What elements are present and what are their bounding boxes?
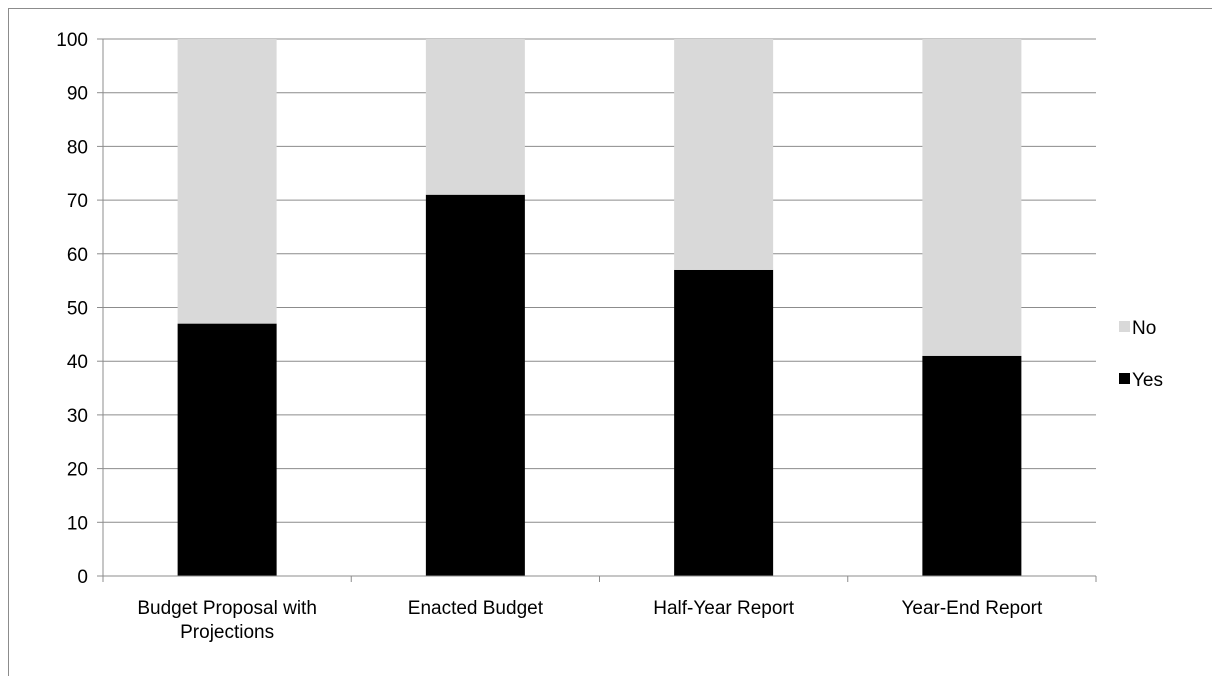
y-tick-label: 80 bbox=[67, 137, 88, 158]
bar-yes-2 bbox=[674, 269, 774, 576]
bar-no-1 bbox=[425, 39, 525, 195]
y-tick-label: 90 bbox=[67, 84, 88, 105]
y-tick-label: 50 bbox=[67, 299, 88, 320]
y-tick-label: 100 bbox=[56, 30, 88, 51]
legend-label: No bbox=[1132, 318, 1156, 339]
x-category-label: Enacted Budget bbox=[408, 598, 544, 619]
legend-swatch bbox=[1119, 373, 1130, 384]
bar-yes-0 bbox=[177, 323, 277, 576]
legend: No Yes bbox=[1119, 318, 1163, 391]
y-tick-label: 70 bbox=[67, 191, 88, 212]
y-tick-labels: 0 10 20 30 40 50 60 70 80 90 100 bbox=[56, 30, 88, 588]
x-category-label: Projections bbox=[180, 622, 274, 643]
legend-item-no: No bbox=[1119, 318, 1156, 339]
y-tick-label: 30 bbox=[67, 406, 88, 427]
y-tick-label: 10 bbox=[67, 513, 88, 534]
bar-no-3 bbox=[922, 39, 1022, 356]
bar-yes-1 bbox=[425, 194, 525, 577]
legend-label: Yes bbox=[1132, 370, 1163, 391]
bars bbox=[177, 39, 1022, 577]
x-category-labels: Budget Proposal with Projections Enacted B… bbox=[137, 598, 1043, 643]
y-tick-label: 40 bbox=[67, 352, 88, 373]
x-category-label: Budget Proposal with bbox=[137, 598, 317, 619]
x-category-label: Half-Year Report bbox=[653, 598, 795, 619]
bar-no-2 bbox=[674, 39, 774, 270]
y-tick-label: 60 bbox=[67, 245, 88, 266]
legend-swatch bbox=[1119, 321, 1130, 332]
y-tick-label: 20 bbox=[67, 460, 88, 481]
chart-frame: 0 10 20 30 40 50 60 70 80 90 100 Budget Proposal w… bbox=[8, 8, 1212, 676]
bar-no-0 bbox=[177, 39, 277, 324]
bar-yes-3 bbox=[922, 355, 1022, 576]
stacked-bar-chart: 0 10 20 30 40 50 60 70 80 90 100 Budget Proposal w… bbox=[56, 30, 1163, 643]
y-tick-label: 0 bbox=[77, 567, 88, 588]
x-category-label: Year-End Report bbox=[901, 598, 1043, 619]
legend-item-yes: Yes bbox=[1119, 370, 1163, 391]
axes bbox=[97, 38, 1097, 582]
